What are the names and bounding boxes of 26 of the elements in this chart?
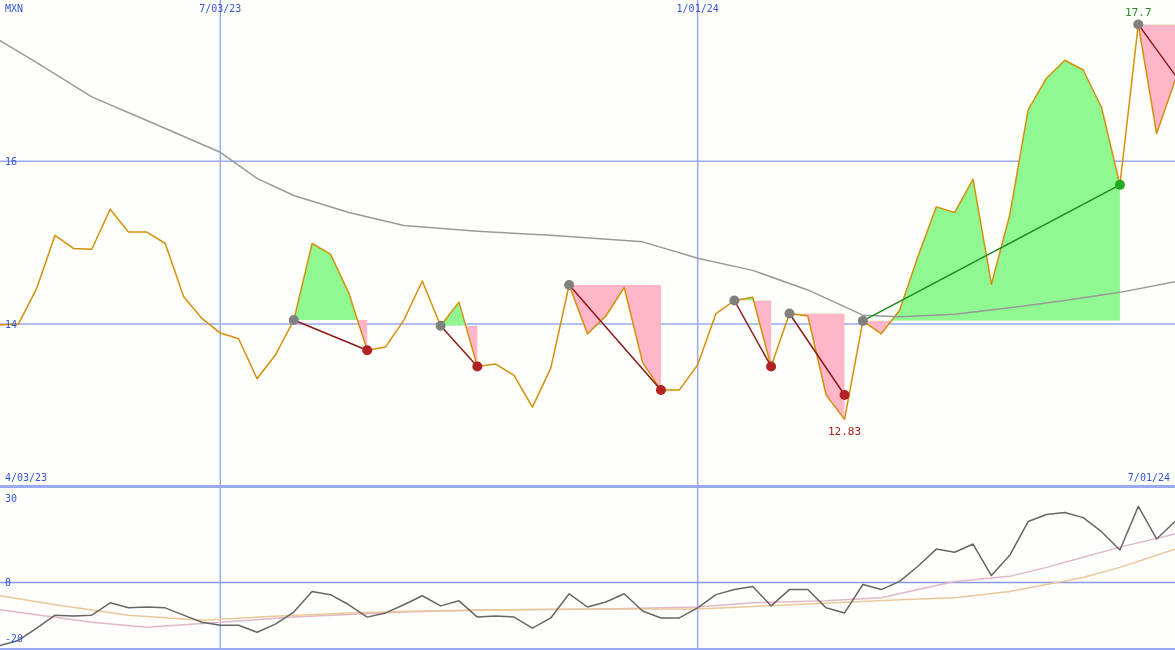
point — [1133, 19, 1144, 30]
annotation: 7/01/24 — [1127, 472, 1170, 483]
y-tick-label: -20 — [5, 633, 24, 645]
point — [362, 345, 373, 356]
point — [766, 361, 777, 372]
annotation: 17.7 — [1125, 6, 1152, 20]
y-axis-title: MXN — [5, 3, 24, 14]
point — [435, 320, 446, 331]
point — [729, 295, 740, 306]
point — [472, 361, 483, 372]
annotation: 12.83 — [827, 425, 862, 439]
x-tick-label: 1/01/24 — [676, 3, 719, 14]
point — [857, 315, 868, 326]
point — [288, 315, 299, 326]
x-tick-label: 7/03/23 — [199, 3, 242, 14]
point — [1114, 179, 1125, 190]
point — [784, 308, 795, 319]
point — [655, 385, 666, 396]
point — [564, 280, 575, 291]
point — [839, 389, 850, 400]
y-tick-label: 30 — [5, 492, 18, 504]
line-series — [0, 548, 1175, 621]
line-series — [0, 505, 1175, 647]
annotation: 4/03/23 — [5, 472, 48, 483]
y-tick-label: 16 — [5, 155, 18, 167]
y-tick-label: 0 — [5, 577, 12, 589]
